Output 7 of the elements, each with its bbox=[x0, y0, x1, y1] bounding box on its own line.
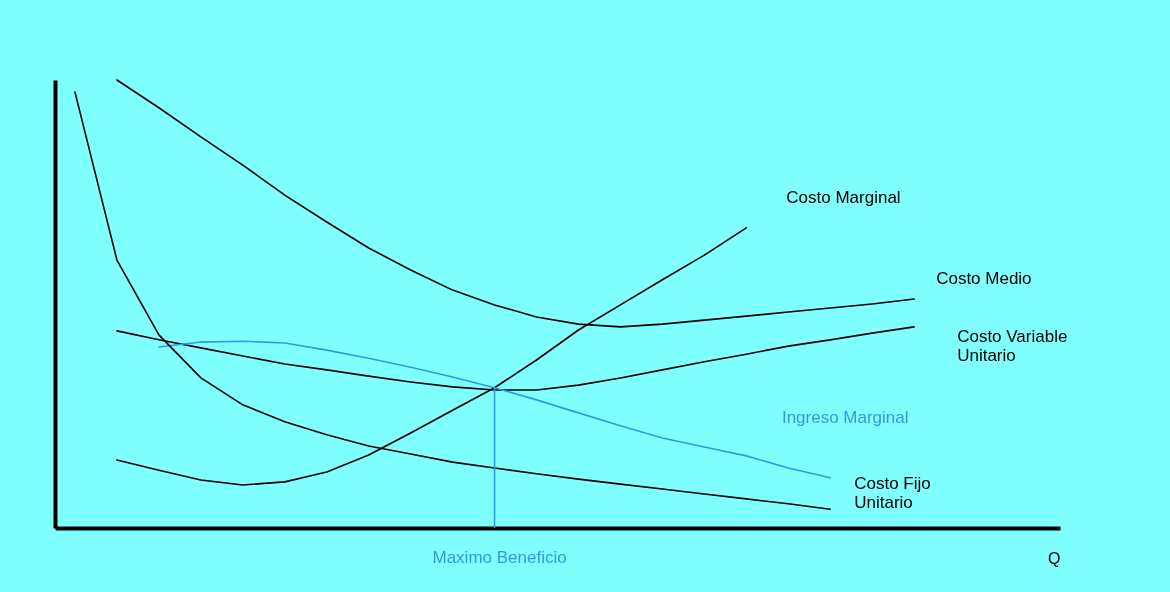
series-label: Costo Fijo Unitario bbox=[854, 474, 931, 513]
text: Ingreso Marginal bbox=[781, 407, 909, 427]
series-label: Costo Medio bbox=[936, 269, 1032, 289]
text: Costo Marginal bbox=[786, 187, 901, 207]
text: Costo Variable Unitario bbox=[957, 326, 1068, 365]
text: Maximo Beneficio bbox=[432, 548, 567, 567]
x-axis-title: Q bbox=[1048, 549, 1061, 567]
